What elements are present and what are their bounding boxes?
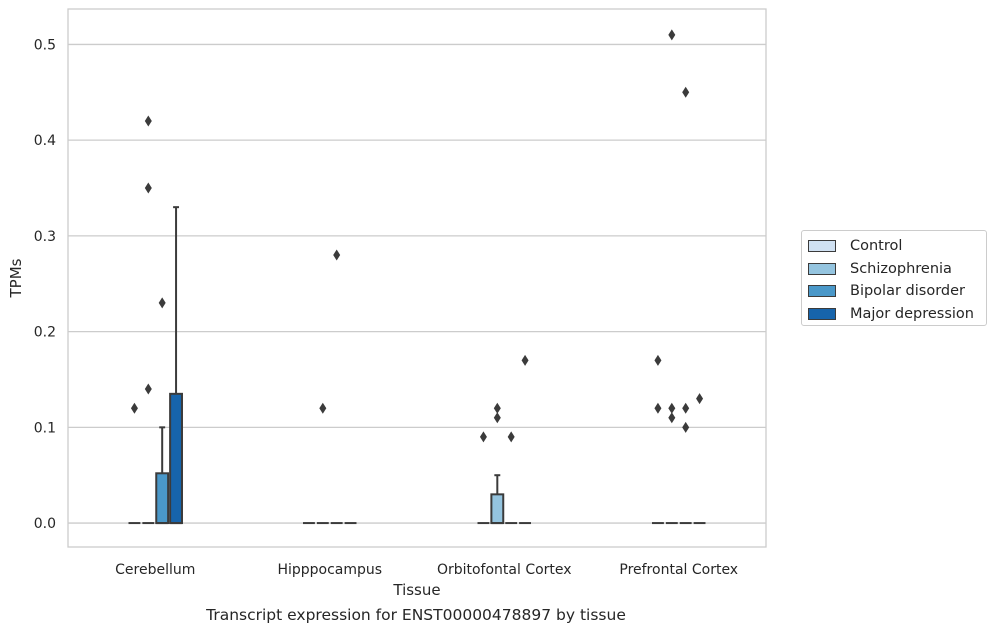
outlier-point xyxy=(144,182,152,194)
box-major-depression xyxy=(169,206,183,525)
outlier-point xyxy=(158,297,166,309)
outlier-point xyxy=(521,354,529,366)
x-axis-ticks: Cerebellum Hipppocampus Orbitofontal Corte… xyxy=(115,562,738,578)
outlier-points xyxy=(130,29,704,443)
outlier-point xyxy=(144,115,152,127)
outlier-point xyxy=(144,383,152,395)
outlier-point xyxy=(682,86,690,98)
x-tick-label: Cerebellum xyxy=(115,562,195,578)
x-axis-title: Tissue xyxy=(392,581,440,599)
box-body xyxy=(490,493,505,525)
outlier-point xyxy=(668,412,676,424)
outlier-point xyxy=(507,431,515,443)
outlier-point xyxy=(130,402,138,414)
legend-label: Control xyxy=(850,238,903,255)
outlier-point xyxy=(333,249,341,261)
box-body xyxy=(169,392,183,525)
outlier-point xyxy=(682,421,690,433)
boxes xyxy=(128,206,706,525)
y-tick-label: 0.2 xyxy=(34,325,56,341)
y-tick-label: 0.5 xyxy=(34,37,56,53)
box-schizophrenia xyxy=(490,474,505,525)
legend-label: Schizophrenia xyxy=(850,260,952,277)
legend-swatch-control xyxy=(808,240,836,253)
outlier-point xyxy=(654,354,662,366)
legend-item-major-depression: Major depression xyxy=(808,303,986,326)
y-axis-title: TPMs xyxy=(7,258,25,298)
outlier-point xyxy=(696,393,704,405)
outlier-point xyxy=(668,29,676,41)
y-tick-label: 0.4 xyxy=(34,133,56,149)
outlier-point xyxy=(493,412,501,424)
y-axis-ticks: 0.0 0.1 0.2 0.3 0.4 0.5 xyxy=(34,37,56,532)
legend-item-bipolar-disorder: Bipolar disorder xyxy=(808,280,986,303)
legend-label: Bipolar disorder xyxy=(850,283,965,300)
y-tick-label: 0.0 xyxy=(34,516,56,532)
legend-item-schizophrenia: Schizophrenia xyxy=(808,258,986,281)
legend-label: Major depression xyxy=(850,305,974,322)
y-tick-label: 0.3 xyxy=(34,229,56,245)
outlier-point xyxy=(493,402,501,414)
legend: Control Schizophrenia Bipolar disorder M… xyxy=(801,230,987,326)
chart-caption: Transcript expression for ENST0000047889… xyxy=(206,606,626,624)
grid-lines xyxy=(68,43,766,524)
outlier-point xyxy=(319,402,327,414)
plot-frame xyxy=(67,8,767,548)
outlier-point xyxy=(668,402,676,414)
x-tick-label: Orbitofontal Cortex xyxy=(437,562,572,578)
legend-swatch-schizophrenia xyxy=(808,262,836,275)
x-tick-label: Hipppocampus xyxy=(277,562,382,578)
y-tick-label: 0.1 xyxy=(34,420,56,436)
legend-swatch-major-depression xyxy=(808,307,836,320)
legend-swatch-bipolar-disorder xyxy=(808,285,836,298)
outlier-point xyxy=(682,402,690,414)
box-bipolar-disorder xyxy=(155,426,170,525)
box-body xyxy=(155,472,170,525)
outlier-point xyxy=(479,431,487,443)
x-tick-label: Prefrontal Cortex xyxy=(619,562,738,578)
legend-item-control: Control xyxy=(808,235,986,258)
outlier-point xyxy=(654,402,662,414)
